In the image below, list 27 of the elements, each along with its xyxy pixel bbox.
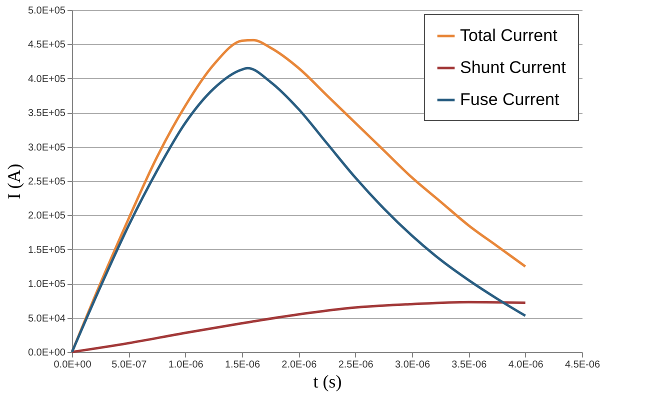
legend-label: Shunt Current — [460, 58, 566, 77]
x-tick-label: 3.5E-06 — [452, 360, 488, 370]
legend-label: Fuse Current — [460, 90, 560, 109]
y-tick-label: 5.0E+05 — [28, 6, 66, 16]
x-tick-label: 5.0E-07 — [112, 360, 148, 370]
y-axis-title: I (A) — [4, 164, 24, 200]
y-tick-label: 5.0E+04 — [28, 313, 66, 324]
y-tick-label: 4.5E+05 — [28, 40, 66, 51]
line-series — [70, 300, 527, 354]
x-tick-label: 3.0E-06 — [394, 360, 430, 370]
y-tick-label: 2.0E+05 — [28, 210, 66, 222]
x-tick-label: 0.0E+00 — [54, 360, 92, 370]
x-axis-title: t (s) — [313, 372, 342, 392]
y-tick-label: 3.5E+05 — [28, 108, 66, 120]
y-tick-label: 1.5E+05 — [28, 244, 66, 256]
x-tick-label: 4.0E-06 — [508, 360, 544, 370]
x-tick-label: 2.0E-06 — [282, 360, 318, 370]
legend-label: Total Current — [460, 26, 558, 45]
y-tick-label: 3.0E+05 — [28, 142, 66, 154]
x-tick-label: 1.5E-06 — [224, 360, 260, 370]
x-tick-label: 1.0E-06 — [168, 360, 204, 370]
x-tick-label: 2.5E-06 — [338, 360, 374, 370]
y-tick-label: 2.5E+05 — [28, 176, 66, 188]
y-tick-label: 0.0E+00 — [28, 348, 66, 358]
y-tick-label: 4.0E+05 — [28, 74, 66, 85]
x-tick-label: 4.5E-06 — [564, 360, 600, 370]
y-tick-label: 1.0E+05 — [28, 279, 66, 290]
